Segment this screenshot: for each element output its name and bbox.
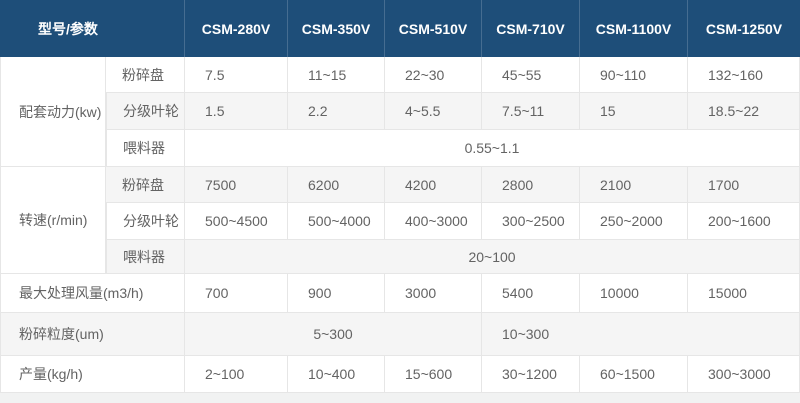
header-model-csm-1100v: CSM-1100V: [580, 0, 689, 57]
header-param-label: 型号/参数: [0, 0, 186, 57]
row-label-particle-size: 粉碎粒度(um): [0, 313, 186, 356]
sub-label-classifier-impeller: 分级叶轮: [106, 93, 186, 130]
value-cell: 7.5~11: [482, 93, 581, 130]
header-model-csm-1250v: CSM-1250V: [688, 0, 800, 57]
value-cell: 2~100: [185, 356, 289, 393]
value-cell: 500~4000: [288, 203, 386, 240]
sub-label-feeder: 喂料器: [106, 240, 186, 274]
value-cell: 30~1200: [482, 356, 581, 393]
value-cell: 6200: [288, 167, 386, 203]
merged-value-cell: 20~100: [185, 240, 800, 274]
header-model-csm-280v: CSM-280V: [185, 0, 289, 57]
value-cell: 4200: [385, 167, 483, 203]
merged-value-cell-left: 5~300: [185, 313, 483, 356]
value-cell: 700: [185, 274, 289, 313]
table-row-speed-feeder: 喂料器 20~100: [0, 240, 800, 274]
sub-label-classifier-impeller: 分级叶轮: [106, 203, 186, 240]
sub-label-feeder: 喂料器: [106, 130, 186, 167]
value-cell: 18.5~22: [688, 93, 800, 130]
header-model-csm-510v: CSM-510V: [385, 0, 483, 57]
group-label-power: 配套动力(kw): [0, 57, 106, 167]
value-cell: 1700: [688, 167, 800, 203]
value-cell: 10~400: [288, 356, 386, 393]
merged-value-cell-right: 10~300: [482, 313, 800, 356]
value-cell: 500~4500: [185, 203, 289, 240]
value-cell: 7500: [185, 167, 289, 203]
value-cell: 1.5: [185, 93, 289, 130]
table-row-particle-size: 粉碎粒度(um) 5~300 10~300: [0, 313, 800, 356]
value-cell: 5400: [482, 274, 581, 313]
spec-table: 型号/参数 CSM-280V CSM-350V CSM-510V CSM-710…: [0, 0, 800, 393]
value-cell: 250~2000: [580, 203, 689, 240]
table-row-power-feeder: 喂料器 0.55~1.1: [0, 130, 800, 167]
value-cell: 4~5.5: [385, 93, 483, 130]
table-header-row: 型号/参数 CSM-280V CSM-350V CSM-510V CSM-710…: [0, 0, 800, 57]
value-cell: 2.2: [288, 93, 386, 130]
value-cell: 11~15: [288, 57, 386, 93]
header-model-csm-350v: CSM-350V: [288, 0, 386, 57]
header-model-csm-710v: CSM-710V: [482, 0, 581, 57]
table-row-speed-impeller: 分级叶轮 500~4500 500~4000 400~3000 300~2500…: [0, 203, 800, 240]
table-row-speed-disc: 转速(r/min) 粉碎盘 7500 6200 4200 2800 2100 1…: [0, 167, 800, 274]
value-cell: 45~55: [482, 57, 581, 93]
value-cell: 10000: [580, 274, 689, 313]
sub-label-crushing-disc: 粉碎盘: [106, 167, 186, 203]
value-cell: 2100: [580, 167, 689, 203]
table-row-power-impeller: 分级叶轮 1.5 2.2 4~5.5 7.5~11 15 18.5~22: [0, 93, 800, 130]
value-cell: 132~160: [688, 57, 800, 93]
value-cell: 15~600: [385, 356, 483, 393]
value-cell: 200~1600: [688, 203, 800, 240]
table-row-output-capacity: 产量(kg/h) 2~100 10~400 15~600 30~1200 60~…: [0, 356, 800, 393]
value-cell: 7.5: [185, 57, 289, 93]
value-cell: 15000: [688, 274, 800, 313]
value-cell: 400~3000: [385, 203, 483, 240]
row-label-max-air-volume: 最大处理风量(m3/h): [0, 274, 186, 313]
value-cell: 90~110: [580, 57, 689, 93]
value-cell: 300~2500: [482, 203, 581, 240]
value-cell: 900: [288, 274, 386, 313]
table-row-power-disc: 配套动力(kw) 粉碎盘 7.5 11~15 22~30 45~55 90~11…: [0, 57, 800, 167]
value-cell: 22~30: [385, 57, 483, 93]
group-label-speed: 转速(r/min): [0, 167, 106, 274]
value-cell: 3000: [385, 274, 483, 313]
table-row-max-air-volume: 最大处理风量(m3/h) 700 900 3000 5400 10000 150…: [0, 274, 800, 313]
row-label-output-capacity: 产量(kg/h): [0, 356, 186, 393]
value-cell: 15: [580, 93, 689, 130]
value-cell: 300~3000: [688, 356, 800, 393]
value-cell: 2800: [482, 167, 581, 203]
value-cell: 60~1500: [580, 356, 689, 393]
merged-value-cell: 0.55~1.1: [185, 130, 800, 167]
sub-label-crushing-disc: 粉碎盘: [106, 57, 186, 93]
